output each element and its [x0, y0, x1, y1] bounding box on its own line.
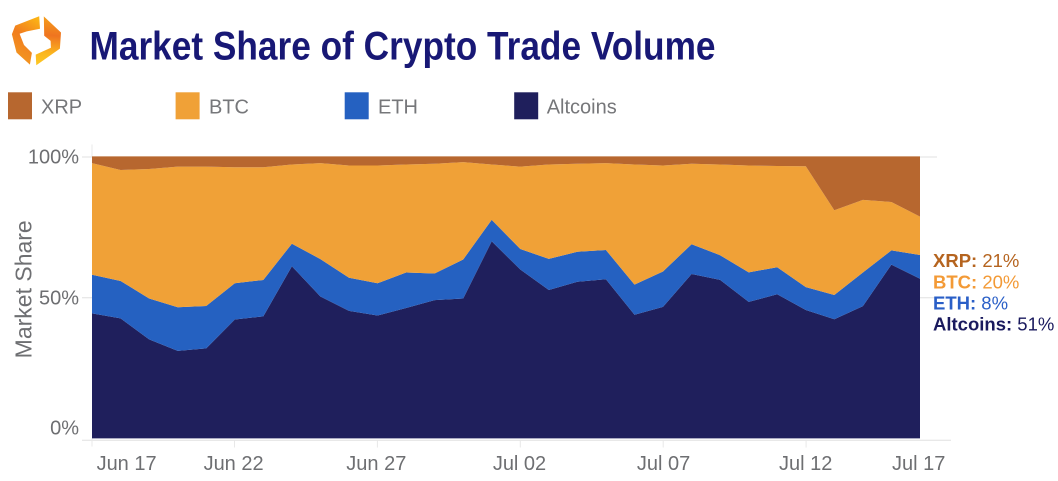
svg-text:100%: 100% — [28, 147, 79, 169]
svg-text:Altcoins: 51%: Altcoins: 51% — [933, 314, 1054, 335]
svg-text:Market Share of Crypto Trade V: Market Share of Crypto Trade Volume — [90, 25, 716, 69]
svg-text:0%: 0% — [50, 418, 79, 440]
svg-text:Jun 22: Jun 22 — [204, 453, 264, 475]
svg-text:XRP: XRP — [41, 96, 82, 118]
svg-text:ETH: 8%: ETH: 8% — [933, 293, 1008, 314]
svg-text:Jul 17: Jul 17 — [892, 453, 945, 475]
svg-text:XRP: 21%: XRP: 21% — [933, 250, 1019, 271]
svg-text:Altcoins: Altcoins — [547, 96, 617, 118]
svg-text:BTC: BTC — [209, 96, 249, 118]
svg-text:ETH: ETH — [378, 96, 418, 118]
svg-text:Jun 17: Jun 17 — [97, 453, 157, 475]
svg-text:Jul 12: Jul 12 — [779, 453, 832, 475]
svg-text:Market Share: Market Share — [11, 220, 37, 358]
svg-text:50%: 50% — [39, 288, 79, 310]
svg-text:Jul 07: Jul 07 — [637, 453, 690, 475]
svg-text:Jul 02: Jul 02 — [493, 453, 546, 475]
svg-text:BTC: 20%: BTC: 20% — [933, 272, 1019, 293]
svg-text:Jun 27: Jun 27 — [346, 453, 406, 475]
